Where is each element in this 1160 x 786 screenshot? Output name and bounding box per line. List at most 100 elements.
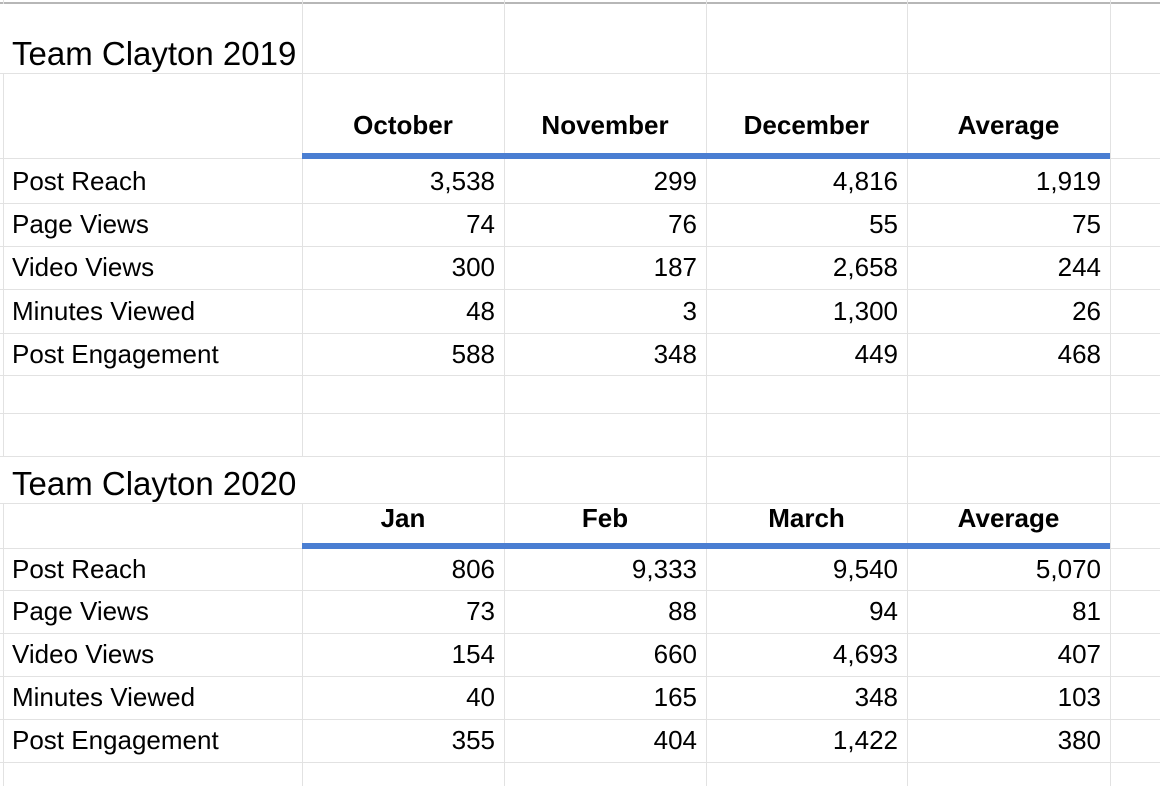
- value-cell[interactable]: 806: [451, 554, 495, 584]
- row-label-cell[interactable]: Post Reach: [12, 165, 147, 196]
- gridline-vertical: [3, 73, 4, 456]
- gridline-horizontal: [0, 246, 1160, 247]
- value-cell[interactable]: 1,422: [832, 725, 898, 755]
- column-header-cell[interactable]: October: [353, 110, 453, 140]
- row-label-cell[interactable]: Minutes Viewed: [12, 682, 196, 712]
- value-cell[interactable]: 154: [451, 639, 495, 669]
- value-cell[interactable]: 1,300: [832, 295, 898, 326]
- value-cell[interactable]: 76: [668, 209, 697, 239]
- value-cell[interactable]: 55: [869, 209, 898, 239]
- value-cell[interactable]: 81: [1072, 596, 1101, 626]
- table-title-2020[interactable]: Team Clayton 2020: [12, 465, 297, 502]
- header-underline-border: [302, 153, 1110, 159]
- gridline-horizontal: [0, 375, 1160, 376]
- value-cell[interactable]: 348: [653, 338, 697, 369]
- column-header-row: October November December Average: [0, 73, 1160, 153]
- value-cell[interactable]: 103: [1057, 682, 1101, 712]
- empty-cell[interactable]: [1110, 333, 1159, 375]
- row-label-cell[interactable]: Post Engagement: [12, 725, 219, 755]
- value-cell[interactable]: 660: [653, 639, 697, 669]
- empty-cell[interactable]: [1110, 203, 1159, 246]
- row-label-cell[interactable]: Page Views: [12, 596, 149, 626]
- value-cell[interactable]: 165: [653, 682, 697, 712]
- column-header-cell[interactable]: March: [768, 503, 845, 533]
- empty-cell[interactable]: [1110, 73, 1159, 153]
- empty-cell[interactable]: [1110, 590, 1159, 633]
- gridline-vertical: [3, 503, 4, 786]
- empty-cell[interactable]: [3, 503, 302, 543]
- value-cell[interactable]: 5,070: [1035, 554, 1101, 584]
- value-cell[interactable]: 73: [466, 596, 495, 626]
- gridline-horizontal: [0, 289, 1160, 290]
- value-cell[interactable]: 26: [1072, 295, 1101, 326]
- column-header-cell[interactable]: Feb: [581, 503, 629, 533]
- gridline-horizontal: [0, 590, 1160, 591]
- empty-cell[interactable]: [1110, 633, 1159, 676]
- value-cell[interactable]: 1,919: [1035, 165, 1101, 196]
- value-cell[interactable]: 588: [451, 338, 495, 369]
- table-title-2019[interactable]: Team Clayton 2019: [12, 35, 297, 72]
- table-row: Page Views 73 88 94 81: [0, 590, 1160, 633]
- gridline-horizontal: [0, 676, 1160, 677]
- empty-cell[interactable]: [1110, 549, 1159, 590]
- value-cell[interactable]: 468: [1057, 338, 1101, 369]
- gridline-vertical: [302, 503, 303, 786]
- gridline-vertical: [302, 0, 303, 456]
- value-cell[interactable]: 380: [1057, 725, 1101, 755]
- gridline-horizontal: [0, 456, 1160, 457]
- gridline-horizontal: [0, 203, 1160, 204]
- empty-cell[interactable]: [1110, 289, 1159, 333]
- value-cell[interactable]: 4,816: [832, 165, 898, 196]
- value-cell[interactable]: 299: [653, 165, 697, 196]
- value-cell[interactable]: 3: [682, 295, 697, 326]
- value-cell[interactable]: 300: [451, 252, 495, 282]
- gridline-vertical: [3, 0, 4, 4]
- empty-cell[interactable]: [1110, 676, 1159, 719]
- value-cell[interactable]: 9,333: [631, 554, 697, 584]
- table-row: Post Reach 3,538 299 4,816 1,919: [0, 159, 1160, 203]
- table-row: Minutes Viewed 48 3 1,300 26: [0, 289, 1160, 333]
- table-row: Video Views 300 187 2,658 244: [0, 246, 1160, 289]
- value-cell[interactable]: 40: [466, 682, 495, 712]
- value-cell[interactable]: 2,658: [832, 252, 898, 282]
- row-label-cell[interactable]: Video Views: [12, 639, 155, 669]
- gridline-horizontal: [0, 413, 1160, 414]
- row-label-cell[interactable]: Post Engagement: [12, 338, 219, 369]
- value-cell[interactable]: 449: [854, 338, 898, 369]
- value-cell[interactable]: 404: [653, 725, 697, 755]
- empty-cell[interactable]: [1110, 246, 1159, 289]
- row-label-cell[interactable]: Post Reach: [12, 554, 147, 584]
- empty-cell[interactable]: [1110, 159, 1159, 203]
- value-cell[interactable]: 94: [869, 596, 898, 626]
- row-label-cell[interactable]: Page Views: [12, 209, 149, 239]
- column-header-cell[interactable]: Jan: [380, 503, 426, 533]
- column-header-cell[interactable]: December: [743, 110, 870, 140]
- value-cell[interactable]: 244: [1057, 252, 1101, 282]
- row-label-cell[interactable]: Minutes Viewed: [12, 295, 196, 326]
- value-cell[interactable]: 88: [668, 596, 697, 626]
- empty-cell[interactable]: [1110, 719, 1159, 762]
- value-cell[interactable]: 4,693: [832, 639, 898, 669]
- value-cell[interactable]: 407: [1057, 639, 1101, 669]
- gridline-vertical: [706, 0, 707, 786]
- gridline-horizontal: [0, 762, 1160, 763]
- value-cell[interactable]: 48: [466, 295, 495, 326]
- value-cell[interactable]: 3,538: [429, 165, 495, 196]
- empty-cell[interactable]: [1110, 503, 1159, 543]
- value-cell[interactable]: 348: [854, 682, 898, 712]
- value-cell[interactable]: 75: [1072, 209, 1101, 239]
- table-row: Video Views 154 660 4,693 407: [0, 633, 1160, 676]
- value-cell[interactable]: 187: [653, 252, 697, 282]
- gridline-horizontal: [0, 333, 1160, 334]
- column-header-cell[interactable]: Average: [957, 110, 1060, 140]
- value-cell[interactable]: 9,540: [832, 554, 898, 584]
- column-header-row: Jan Feb March Average: [0, 503, 1160, 543]
- empty-cell[interactable]: [3, 73, 302, 153]
- column-header-cell[interactable]: November: [541, 110, 669, 140]
- value-cell[interactable]: 74: [466, 209, 495, 239]
- column-header-cell[interactable]: Average: [957, 503, 1060, 533]
- value-cell[interactable]: 355: [451, 725, 495, 755]
- gridline-vertical: [907, 0, 908, 786]
- row-label-cell[interactable]: Video Views: [12, 252, 155, 282]
